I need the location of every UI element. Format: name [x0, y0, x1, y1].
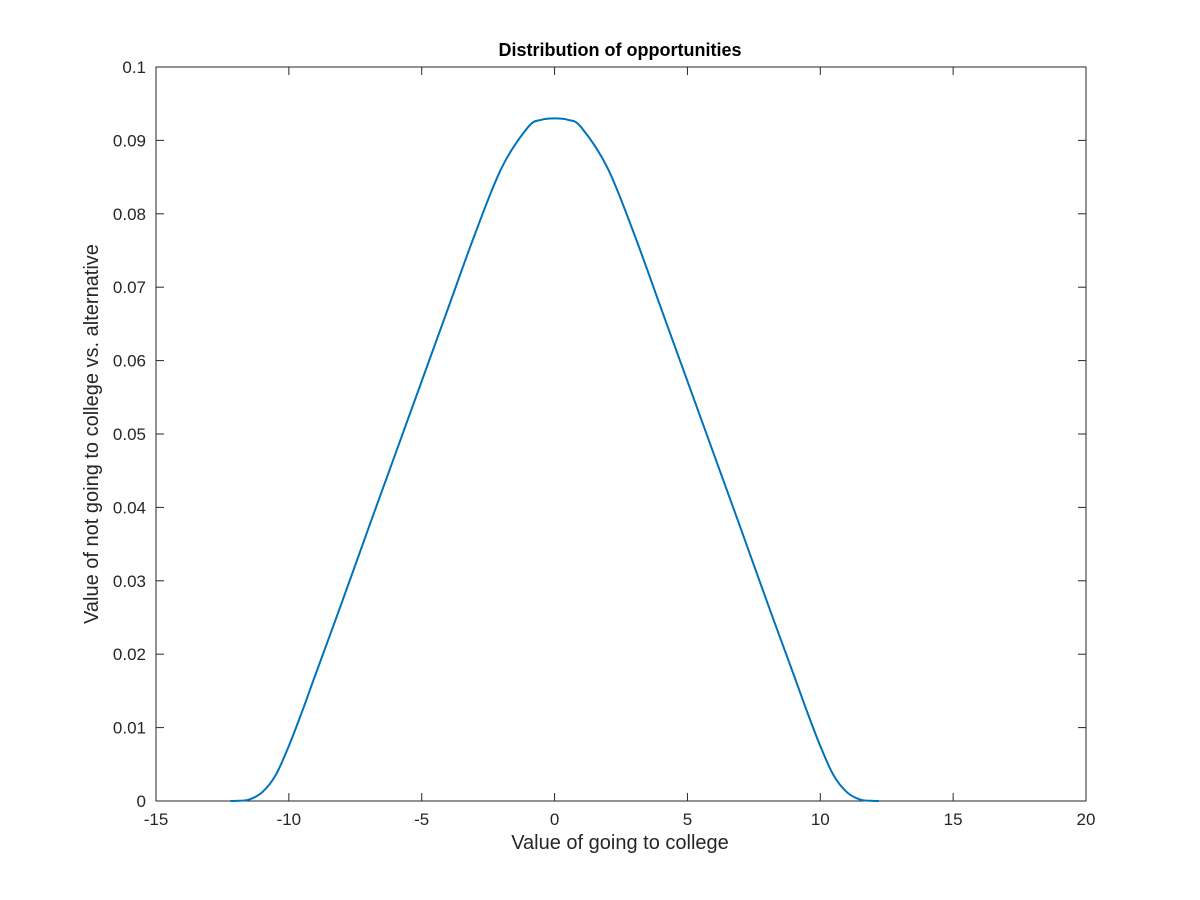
chart-title: Distribution of opportunities: [499, 40, 742, 60]
y-tick-label: 0.01: [113, 719, 146, 738]
x-tick-label: -15: [144, 810, 169, 829]
y-tick-label: 0.09: [113, 131, 146, 150]
x-tick-label: 15: [944, 810, 963, 829]
x-tick-label: -10: [277, 810, 302, 829]
y-tick-label: 0.07: [113, 278, 146, 297]
x-tick-label: 20: [1077, 810, 1096, 829]
y-tick-label: 0.08: [113, 205, 146, 224]
x-tick-label: 0: [550, 810, 559, 829]
y-tick-label: 0.02: [113, 645, 146, 664]
x-axis-label: Value of going to college: [511, 832, 729, 854]
y-tick-label: 0.06: [113, 352, 146, 371]
y-axis-label: Value of not going to college vs. altern…: [81, 244, 103, 624]
y-tick-label: 0.03: [113, 572, 146, 591]
y-tick-label: 0.05: [113, 425, 146, 444]
y-tick-label: 0.04: [113, 498, 146, 517]
x-tick-label: 5: [683, 810, 692, 829]
x-tick-label: -5: [414, 810, 429, 829]
y-tick-label: 0: [137, 792, 146, 811]
plot-area-box: [155, 66, 1087, 802]
series-line: [230, 117, 879, 803]
y-tick-label: 0.1: [122, 58, 146, 77]
x-tick-label: 10: [811, 810, 830, 829]
